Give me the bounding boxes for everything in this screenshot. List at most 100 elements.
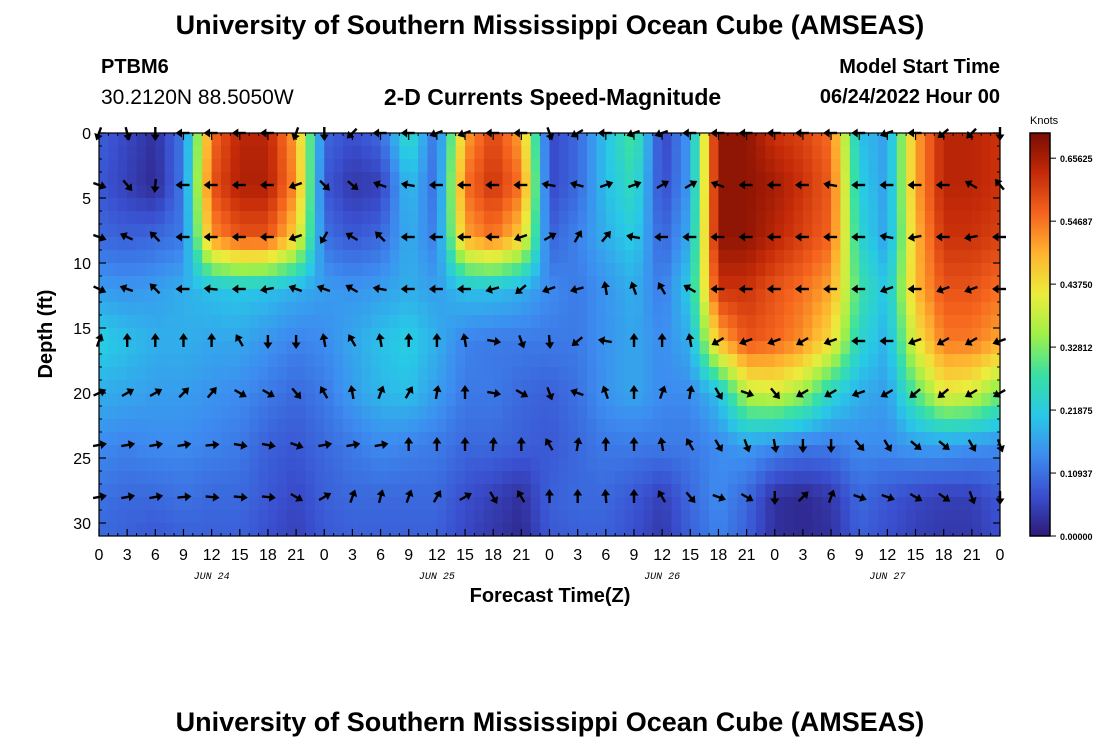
heatmap-cell bbox=[164, 211, 175, 225]
heatmap-cell bbox=[183, 315, 194, 329]
heatmap-cell bbox=[981, 185, 992, 199]
heatmap-cell bbox=[230, 146, 241, 160]
heatmap-cell bbox=[314, 471, 325, 485]
heatmap-cell bbox=[427, 302, 438, 316]
heatmap-cell bbox=[718, 393, 729, 407]
heatmap-cell bbox=[399, 289, 410, 303]
heatmap-cell bbox=[305, 497, 316, 511]
heatmap-cell bbox=[164, 224, 175, 238]
heatmap-cell bbox=[709, 432, 720, 446]
heatmap-cell bbox=[427, 510, 438, 524]
heatmap-cell bbox=[981, 354, 992, 368]
heatmap-cell bbox=[558, 406, 569, 420]
heatmap-cell bbox=[943, 289, 954, 303]
heatmap-cell bbox=[558, 510, 569, 524]
arrow-head bbox=[661, 180, 670, 189]
heatmap-cell bbox=[521, 237, 532, 251]
heatmap-cell bbox=[399, 250, 410, 264]
arrow-head bbox=[936, 285, 944, 294]
heatmap-cell bbox=[258, 419, 269, 433]
heatmap-cell bbox=[530, 393, 541, 407]
heatmap-cell bbox=[680, 458, 691, 472]
heatmap-cell bbox=[943, 302, 954, 316]
heatmap-cell bbox=[821, 523, 832, 536]
heatmap-cell bbox=[633, 406, 644, 420]
heatmap-cell bbox=[680, 497, 691, 511]
heatmap-cell bbox=[755, 224, 766, 238]
heatmap-cell bbox=[793, 159, 804, 173]
heatmap-cell bbox=[371, 302, 382, 316]
heatmap-cell bbox=[230, 406, 241, 420]
heatmap-cell bbox=[737, 445, 748, 459]
heatmap-cell bbox=[427, 224, 438, 238]
heatmap-cell bbox=[915, 354, 926, 368]
heatmap-cell bbox=[906, 523, 917, 536]
heatmap-cell bbox=[511, 367, 522, 381]
heatmap-cell bbox=[821, 471, 832, 485]
heatmap-cell bbox=[155, 523, 166, 536]
heatmap-cell bbox=[192, 237, 203, 251]
heatmap-cell bbox=[774, 406, 785, 420]
heatmap-cell bbox=[643, 289, 654, 303]
heatmap-cell bbox=[286, 341, 297, 355]
heatmap-cell bbox=[774, 432, 785, 446]
heatmap-cell bbox=[99, 510, 109, 524]
current-arrow bbox=[570, 388, 584, 397]
heatmap-cell bbox=[605, 159, 616, 173]
heatmap-cell bbox=[587, 406, 598, 420]
heatmap-cell bbox=[868, 185, 879, 199]
heatmap-cell bbox=[784, 484, 795, 498]
heatmap-cell bbox=[877, 198, 888, 212]
heatmap-cell bbox=[924, 341, 935, 355]
heatmap-cell bbox=[549, 510, 560, 524]
current-arrow bbox=[376, 489, 386, 504]
heatmap-cell bbox=[755, 185, 766, 199]
heatmap-cell bbox=[202, 393, 213, 407]
heatmap-cell bbox=[887, 354, 898, 368]
heatmap-cell bbox=[427, 289, 438, 303]
heatmap-cell bbox=[127, 289, 138, 303]
heatmap-cell bbox=[981, 484, 992, 498]
heatmap-cell bbox=[953, 367, 964, 381]
heatmap-cell bbox=[859, 484, 870, 498]
arrow-head bbox=[935, 232, 943, 242]
heatmap-cell bbox=[258, 172, 269, 186]
heatmap-cell bbox=[962, 172, 973, 186]
heatmap-cell bbox=[465, 328, 476, 342]
date-label: JUN 27 bbox=[869, 572, 905, 583]
heatmap-cell bbox=[502, 302, 513, 316]
current-arrow bbox=[119, 284, 134, 293]
heatmap-cell bbox=[802, 211, 813, 225]
heatmap-cell bbox=[840, 432, 851, 446]
heatmap-cell bbox=[812, 237, 823, 251]
heatmap-cell bbox=[258, 523, 269, 536]
heatmap-cell bbox=[774, 211, 785, 225]
heatmap-cell bbox=[981, 328, 992, 342]
heatmap-cell bbox=[924, 471, 935, 485]
heatmap-cell bbox=[662, 510, 673, 524]
heatmap-cell bbox=[474, 419, 485, 433]
heatmap-cell bbox=[709, 471, 720, 485]
heatmap-cell bbox=[221, 198, 231, 212]
heatmap-cell bbox=[718, 432, 729, 446]
heatmap-cell bbox=[474, 471, 485, 485]
heatmap-cell bbox=[953, 250, 964, 264]
arrow-head bbox=[993, 389, 1001, 398]
heatmap-cell bbox=[953, 354, 964, 368]
heatmap-cell bbox=[483, 328, 494, 342]
heatmap-cell bbox=[765, 133, 776, 147]
heatmap-cell bbox=[793, 510, 804, 524]
heatmap-cell bbox=[399, 484, 410, 498]
heatmap-cell bbox=[709, 458, 720, 472]
heatmap-cell bbox=[230, 263, 241, 277]
heatmap-cell bbox=[709, 354, 720, 368]
current-arrow bbox=[400, 180, 415, 190]
heatmap-cell bbox=[211, 224, 222, 238]
heatmap-cell bbox=[343, 523, 354, 536]
heatmap-cell bbox=[371, 445, 382, 459]
heatmap-cell bbox=[746, 315, 757, 329]
heatmap-cell bbox=[652, 250, 663, 264]
heatmap-cell bbox=[108, 419, 119, 433]
heatmap-cell bbox=[258, 497, 269, 511]
heatmap-cell bbox=[155, 471, 166, 485]
